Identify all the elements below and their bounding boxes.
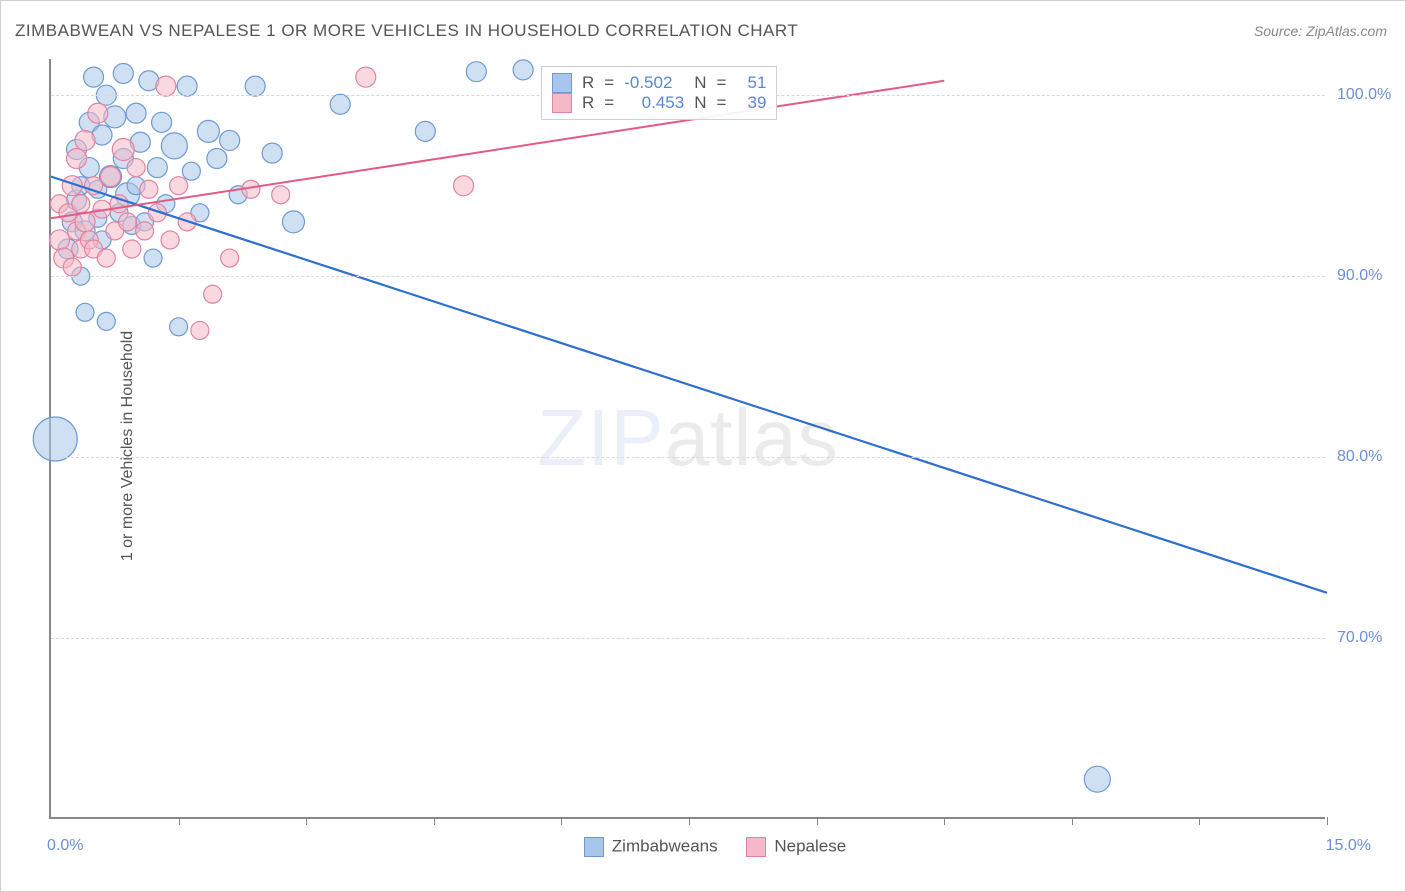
stats-r-label: R xyxy=(582,73,594,93)
x-tick xyxy=(561,817,562,825)
y-tick-label: 90.0% xyxy=(1337,267,1382,285)
data-point-nepalese xyxy=(140,180,158,198)
data-point-zimbabweans xyxy=(262,143,282,163)
stats-eq: = xyxy=(604,93,614,113)
x-tick-start: 0.0% xyxy=(47,837,83,855)
gridline-h xyxy=(51,457,1325,458)
stats-eq: = xyxy=(717,73,727,93)
x-tick xyxy=(1327,817,1328,825)
data-point-zimbabweans xyxy=(76,303,94,321)
chart-container: ZIMBABWEAN VS NEPALESE 1 OR MORE VEHICLE… xyxy=(0,0,1406,892)
data-point-nepalese xyxy=(112,138,134,160)
data-point-nepalese xyxy=(204,285,222,303)
data-point-nepalese xyxy=(156,76,176,96)
data-point-zimbabweans xyxy=(282,211,304,233)
data-point-nepalese xyxy=(221,249,239,267)
data-point-zimbabweans xyxy=(182,162,200,180)
data-point-zimbabweans xyxy=(466,62,486,82)
stats-row-nepalese: R = 0.453 N = 39 xyxy=(552,93,766,113)
data-point-nepalese xyxy=(97,249,115,267)
data-point-zimbabweans xyxy=(415,121,435,141)
stats-r-value-nepalese: 0.453 xyxy=(624,93,684,113)
source-attribution: Source: ZipAtlas.com xyxy=(1254,23,1387,39)
stats-row-zimbabweans: R = -0.502 N = 51 xyxy=(552,73,766,93)
data-point-zimbabweans xyxy=(197,120,219,142)
x-tick xyxy=(1072,817,1073,825)
data-point-zimbabweans xyxy=(207,149,227,169)
data-point-zimbabweans xyxy=(220,130,240,150)
x-tick-end: 15.0% xyxy=(1326,837,1371,855)
data-point-nepalese xyxy=(50,230,70,250)
data-point-nepalese xyxy=(161,231,179,249)
data-point-nepalese xyxy=(170,177,188,195)
data-point-zimbabweans xyxy=(161,133,187,159)
data-point-zimbabweans xyxy=(177,76,197,96)
data-point-zimbabweans xyxy=(513,60,533,80)
legend-swatch-zimbabweans xyxy=(584,837,604,857)
data-point-zimbabweans xyxy=(152,112,172,132)
stats-eq: = xyxy=(604,73,614,93)
data-point-nepalese xyxy=(88,103,108,123)
x-tick xyxy=(1199,817,1200,825)
x-tick xyxy=(306,817,307,825)
y-tick-label: 100.0% xyxy=(1337,86,1391,104)
data-point-nepalese xyxy=(454,176,474,196)
data-point-nepalese xyxy=(75,130,95,150)
stats-r-label: R xyxy=(582,93,594,113)
data-point-zimbabweans xyxy=(1084,766,1110,792)
data-point-nepalese xyxy=(72,195,90,213)
stats-n-value-zimbabweans: 51 xyxy=(736,73,766,93)
stats-swatch-zimbabweans xyxy=(552,73,572,93)
legend-label-zimbabweans: Zimbabweans xyxy=(612,837,718,856)
data-point-zimbabweans xyxy=(170,318,188,336)
x-tick xyxy=(434,817,435,825)
data-point-nepalese xyxy=(63,258,81,276)
plot-svg xyxy=(51,59,1325,817)
gridline-h xyxy=(51,638,1325,639)
data-point-zimbabweans xyxy=(33,417,77,461)
data-point-zimbabweans xyxy=(144,249,162,267)
y-tick-label: 70.0% xyxy=(1337,629,1382,647)
regression-line-zimbabweans xyxy=(51,177,1327,593)
y-tick-label: 80.0% xyxy=(1337,448,1382,466)
x-tick xyxy=(944,817,945,825)
data-point-zimbabweans xyxy=(245,76,265,96)
bottom-legend: Zimbabweans Nepalese xyxy=(1,836,1405,857)
x-tick xyxy=(817,817,818,825)
gridline-h xyxy=(51,276,1325,277)
data-point-nepalese xyxy=(272,186,290,204)
chart-title: ZIMBABWEAN VS NEPALESE 1 OR MORE VEHICLE… xyxy=(15,21,798,41)
data-point-zimbabweans xyxy=(126,103,146,123)
source-name: ZipAtlas.com xyxy=(1306,23,1387,39)
data-point-zimbabweans xyxy=(113,63,133,83)
data-point-zimbabweans xyxy=(84,67,104,87)
legend-label-nepalese: Nepalese xyxy=(774,837,846,856)
x-tick xyxy=(179,817,180,825)
legend-swatch-nepalese xyxy=(746,837,766,857)
stats-n-label: N xyxy=(694,73,706,93)
plot-area: ZIPatlas xyxy=(49,59,1325,819)
stats-swatch-nepalese xyxy=(552,93,572,113)
stats-n-value-nepalese: 39 xyxy=(736,93,766,113)
data-point-nepalese xyxy=(119,213,137,231)
data-point-nepalese xyxy=(136,222,154,240)
data-point-nepalese xyxy=(101,167,121,187)
data-point-nepalese xyxy=(127,159,145,177)
x-tick xyxy=(689,817,690,825)
stats-r-value-zimbabweans: -0.502 xyxy=(624,73,684,93)
data-point-nepalese xyxy=(67,149,87,169)
source-prefix: Source: xyxy=(1254,23,1306,39)
data-point-zimbabweans xyxy=(97,312,115,330)
stats-n-label: N xyxy=(694,93,706,113)
data-point-nepalese xyxy=(123,240,141,258)
data-point-zimbabweans xyxy=(147,158,167,178)
data-point-nepalese xyxy=(356,67,376,87)
stats-eq: = xyxy=(717,93,727,113)
stats-legend-box: R = -0.502 N = 51 R = 0.453 N = 39 xyxy=(541,66,777,120)
data-point-nepalese xyxy=(191,321,209,339)
data-point-zimbabweans xyxy=(330,94,350,114)
